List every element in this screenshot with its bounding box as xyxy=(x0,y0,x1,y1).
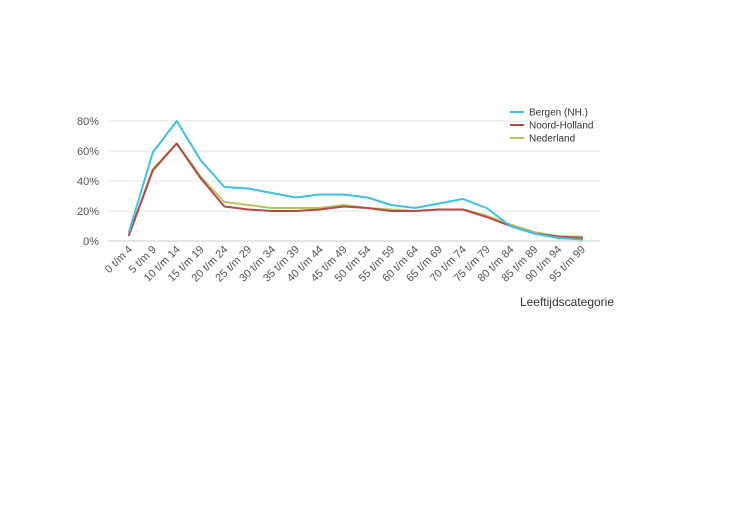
y-tick-label: 60% xyxy=(77,146,99,158)
legend-item: Bergen (NH.) xyxy=(510,108,588,119)
y-axis: 0% 20% 40% 60% 80% xyxy=(77,116,99,248)
series-line xyxy=(128,142,583,238)
y-tick-label: 20% xyxy=(77,206,99,218)
legend-label: Noord-Holland xyxy=(529,121,593,132)
gridlines xyxy=(108,120,600,242)
legend-item: Nederland xyxy=(510,134,575,145)
legend: Bergen (NH.) Noord-Holland Nederland xyxy=(510,108,593,145)
series-lines xyxy=(128,120,583,241)
x-axis-title: Leeftijdscategorie xyxy=(520,295,614,309)
series-line xyxy=(128,120,583,241)
legend-label: Bergen (NH.) xyxy=(529,108,588,119)
y-tick-label: 0% xyxy=(83,236,99,248)
legend-item: Noord-Holland xyxy=(510,121,593,132)
y-tick-label: 40% xyxy=(77,176,99,188)
legend-label: Nederland xyxy=(529,134,575,145)
series-line xyxy=(128,142,583,239)
y-tick-label: 80% xyxy=(77,116,99,128)
